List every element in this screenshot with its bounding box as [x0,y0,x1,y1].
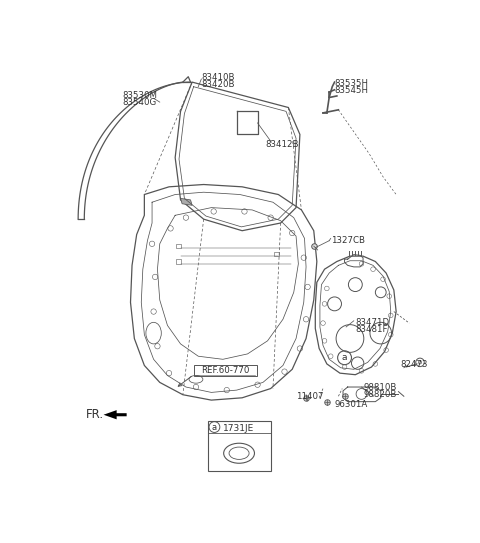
Text: 96301A: 96301A [335,400,368,409]
Text: 83481F: 83481F [355,325,388,333]
Text: a: a [342,353,348,362]
Text: 83540G: 83540G [123,98,157,108]
Text: 83471D: 83471D [355,318,389,327]
Bar [176,244,180,248]
Polygon shape [180,198,192,205]
Text: 1731JE: 1731JE [223,424,254,433]
Text: FR.: FR. [86,408,104,421]
Text: 83412B: 83412B [265,140,299,149]
Text: a: a [212,422,217,432]
Text: 83420B: 83420B [201,80,235,89]
Text: 83410B: 83410B [201,73,235,82]
Bar [193,365,257,376]
Text: 82473: 82473 [400,360,428,369]
Bar [176,259,180,264]
Text: 98820B: 98820B [363,390,396,399]
Text: 11407: 11407 [296,393,324,401]
Bar [207,421,271,471]
Text: REF.60-770: REF.60-770 [201,367,250,375]
Bar [275,251,279,256]
Text: 83535H: 83535H [335,79,369,88]
Text: 1327CB: 1327CB [331,236,365,245]
Text: 83530M: 83530M [123,91,158,100]
Polygon shape [104,410,127,419]
Text: 98810B: 98810B [363,383,396,392]
Text: 83545H: 83545H [335,86,369,95]
